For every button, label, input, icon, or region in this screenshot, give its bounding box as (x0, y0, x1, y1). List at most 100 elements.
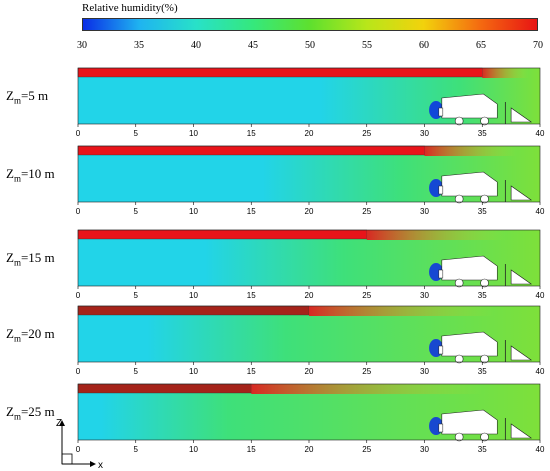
wheel-icon (480, 432, 489, 442)
contour-panel: 0 5 10 15 20 25 30 35 40 (76, 229, 545, 300)
colorbar-tick-label: 50 (305, 40, 315, 51)
x-tick-label: 25 (362, 207, 371, 216)
x-tick-label: 5 (134, 445, 139, 454)
x-tick-label: 10 (189, 129, 198, 138)
panel-label: Zm=5 m (6, 88, 49, 106)
x-tick-label: 5 (134, 129, 139, 138)
colorbar (82, 18, 538, 31)
x-tick-label: 35 (478, 129, 487, 138)
x-tick-label: 10 (189, 367, 198, 376)
wheel-icon (480, 194, 489, 204)
x-tick-label: 20 (305, 129, 314, 138)
coordinate-axes-icon: Z x (56, 418, 103, 471)
x-tick-label: 25 (362, 367, 371, 376)
x-axis-label: x (98, 460, 103, 471)
x-tick-label: 20 (305, 367, 314, 376)
x-tick-label: 25 (362, 129, 371, 138)
colorbar-tick-label: 55 (362, 40, 372, 51)
jet-plume (482, 68, 529, 78)
x-tick-label: 20 (305, 445, 314, 454)
x-tick-label: 20 (305, 291, 314, 300)
colorbar-tick-label: 60 (419, 40, 429, 51)
colorbar-tick-label: 30 (77, 40, 87, 51)
x-tick-label: 5 (134, 367, 139, 376)
x-tick-label: 40 (536, 207, 545, 216)
x-tick-label: 5 (134, 207, 139, 216)
vehicle-icon (441, 171, 498, 197)
colorbar-title: Relative humidity(%) (82, 2, 178, 14)
panel-label: Zm=25 m (6, 404, 55, 422)
x-tick-label: 40 (536, 445, 545, 454)
panel-label: Zm=10 m (6, 166, 55, 184)
colorbar-tick-label: 35 (134, 40, 144, 51)
x-tick-label: 30 (420, 367, 429, 376)
x-tick-label: 35 (478, 445, 487, 454)
wheel-icon (454, 194, 464, 204)
x-tick-label: 30 (420, 291, 429, 300)
rear-wedge-icon (510, 185, 533, 201)
wheel-icon (454, 116, 464, 126)
contour-panel: 0 5 10 15 20 25 30 35 40 (76, 145, 545, 216)
panel-label: Zm=15 m (6, 250, 55, 268)
vehicle-front-icon (438, 423, 444, 433)
wheel-icon (454, 354, 464, 364)
humid-air-jet (77, 67, 483, 78)
wheel-icon (454, 432, 464, 442)
x-tick-label: 15 (247, 445, 256, 454)
contour-panel: 0 5 10 15 20 25 30 35 40 (76, 305, 545, 376)
z-axis-label: Z (56, 418, 62, 429)
x-tick-label: 25 (362, 291, 371, 300)
x-tick-label: 0 (76, 129, 81, 138)
x-tick-label: 10 (189, 445, 198, 454)
x-tick-label: 40 (536, 367, 545, 376)
humid-air-jet (77, 229, 367, 240)
rear-wedge-icon (510, 269, 533, 285)
vehicle-front-icon (438, 185, 444, 195)
x-tick-label: 0 (76, 367, 81, 376)
x-tick-label: 30 (420, 445, 429, 454)
vehicle-icon (441, 331, 498, 357)
x-tick-label: 0 (76, 291, 81, 300)
x-tick-label: 5 (134, 291, 139, 300)
x-tick-label: 10 (189, 207, 198, 216)
colorbar-tick-label: 45 (248, 40, 258, 51)
x-tick-label: 20 (305, 207, 314, 216)
colorbar-tick-label: 40 (191, 40, 201, 51)
vehicle-front-icon (438, 107, 444, 117)
wheel-icon (480, 354, 489, 364)
x-tick-label: 15 (247, 291, 256, 300)
x-tick-label: 35 (478, 367, 487, 376)
x-tick-label: 15 (247, 129, 256, 138)
x-tick-label: 10 (189, 291, 198, 300)
x-tick-label: 30 (420, 207, 429, 216)
jet-plume (251, 384, 483, 394)
wheel-icon (480, 278, 489, 288)
vehicle-icon (441, 409, 498, 435)
wheel-icon (454, 278, 464, 288)
jet-plume (424, 146, 517, 156)
rear-wedge-icon (510, 345, 533, 361)
contour-panel: 0 5 10 15 20 25 30 35 40 (76, 67, 545, 138)
colorbar-tick-label: 65 (476, 40, 486, 51)
x-tick-label: 35 (478, 291, 487, 300)
rear-wedge-icon (510, 423, 533, 439)
x-tick-label: 30 (420, 129, 429, 138)
wheel-icon (480, 116, 489, 126)
x-tick-label: 40 (536, 129, 545, 138)
x-tick-label: 15 (247, 207, 256, 216)
panel-label: Zm=20 m (6, 326, 55, 344)
x-tick-label: 0 (76, 207, 81, 216)
vehicle-front-icon (438, 345, 444, 355)
colorbar-tick-label: 70 (533, 40, 543, 51)
vehicle-icon (441, 255, 498, 281)
humid-air-jet (77, 305, 310, 316)
vehicle-icon (441, 93, 498, 119)
x-tick-label: 35 (478, 207, 487, 216)
humid-air-jet (77, 383, 252, 394)
x-tick-label: 0 (76, 445, 81, 454)
jet-plume (309, 306, 494, 316)
rear-wedge-icon (510, 107, 533, 123)
x-tick-label: 15 (247, 367, 256, 376)
x-tick-label: 40 (536, 291, 545, 300)
x-tick-label: 25 (362, 445, 371, 454)
